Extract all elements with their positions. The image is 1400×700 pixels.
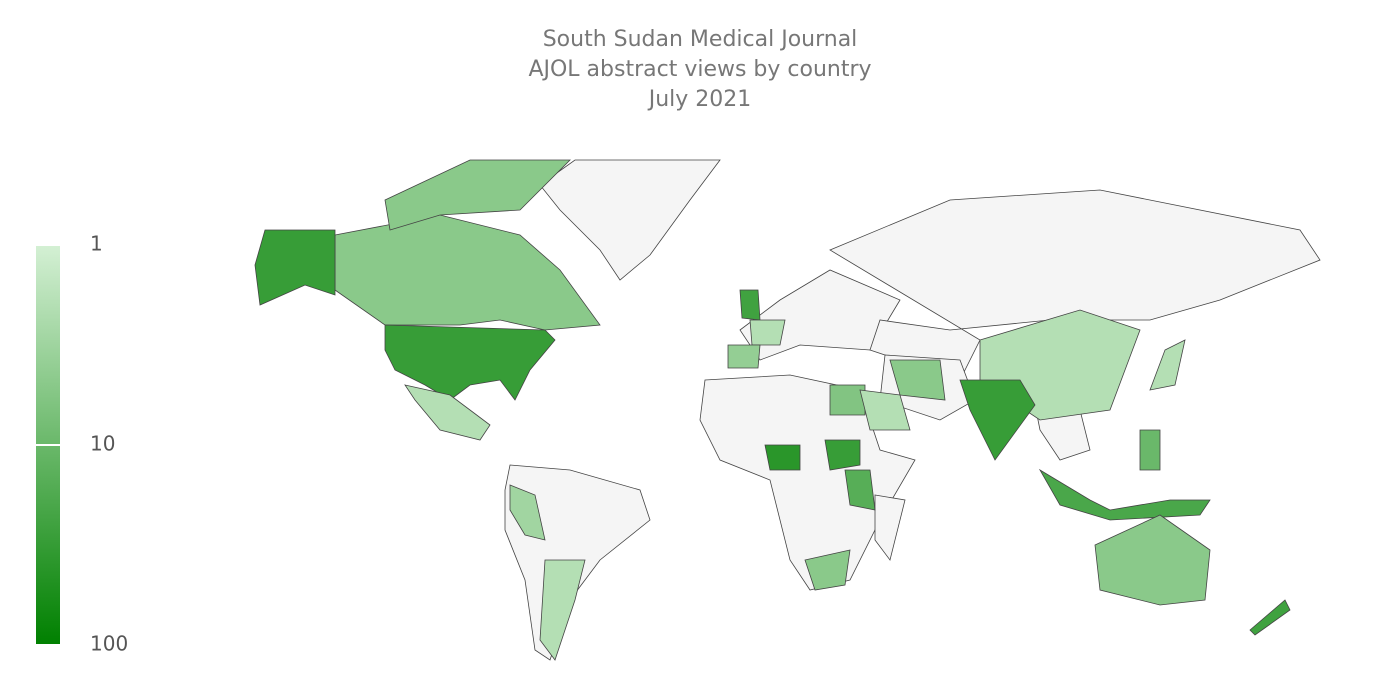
country <box>1139 429 1161 471</box>
country <box>824 439 861 471</box>
country <box>384 159 571 231</box>
colorbar-tick-label: 10 <box>90 432 115 456</box>
colorbar-ticks: 1 10 100 <box>36 232 128 656</box>
colorbar-tick-label: 100 <box>90 632 128 656</box>
land <box>539 159 721 281</box>
country <box>739 289 761 321</box>
land <box>874 494 906 561</box>
country <box>749 319 786 346</box>
country <box>804 549 851 591</box>
country <box>844 469 876 511</box>
countries <box>254 159 1291 661</box>
country <box>829 384 866 416</box>
country <box>1038 468 1211 521</box>
country <box>539 559 586 661</box>
country <box>1094 514 1211 606</box>
country <box>727 344 761 369</box>
colorbar-tick-label: 1 <box>90 232 103 256</box>
country <box>334 214 601 331</box>
title-line: AJOL abstract views by country <box>528 57 871 82</box>
country <box>889 359 946 401</box>
title-line: July 2021 <box>647 87 752 112</box>
country <box>764 444 801 471</box>
country <box>859 389 911 431</box>
title-line: South Sudan Medical Journal <box>543 27 858 52</box>
country <box>1249 599 1291 636</box>
country <box>509 484 546 541</box>
country <box>1149 339 1186 391</box>
country <box>959 379 1036 461</box>
country <box>254 229 336 306</box>
country <box>384 324 556 401</box>
country <box>404 384 491 441</box>
